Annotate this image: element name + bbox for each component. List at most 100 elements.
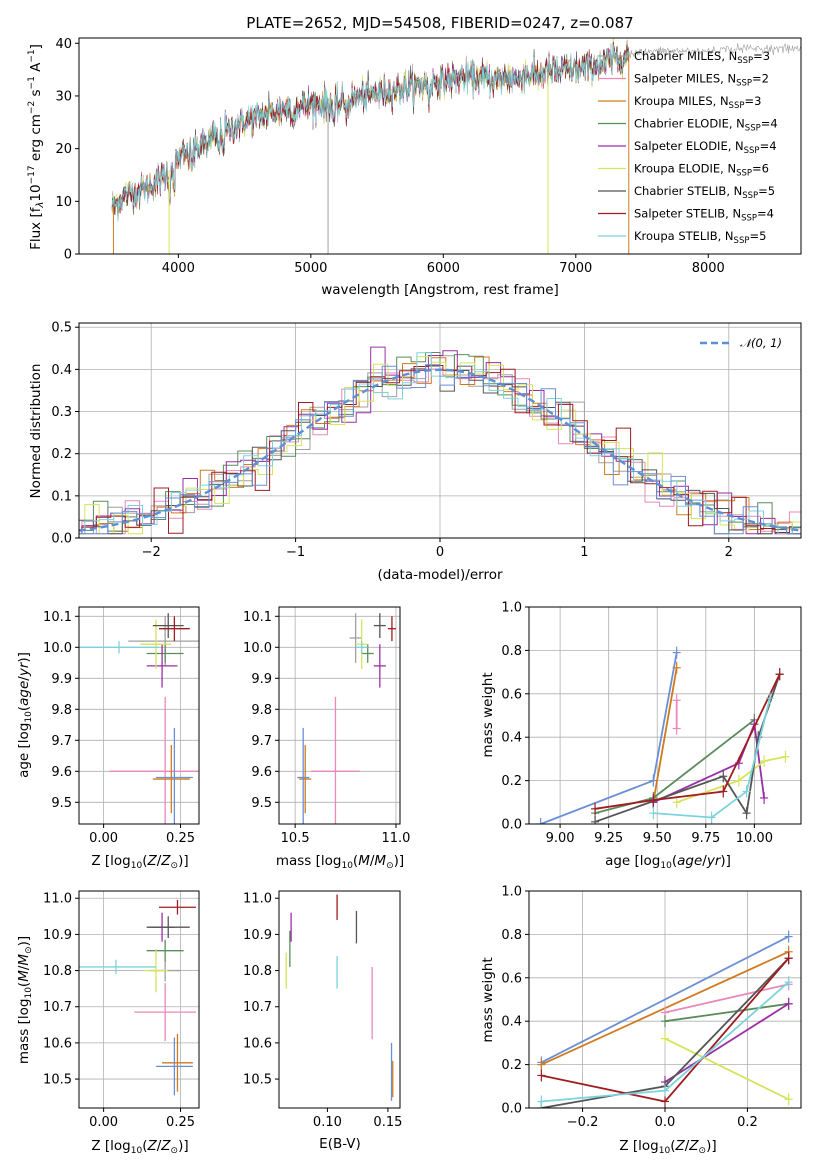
spectrum-ylabel: Flux [fλ10−17 erg cm−2 s−1 A−1] xyxy=(27,44,46,250)
age-vs-Z-ytick-label-0: 9.5 xyxy=(51,796,72,811)
massweight-vs-Z-series-2 xyxy=(664,983,789,1014)
age-vs-mass-xlabel: mass [log10(M/M⊙)] xyxy=(276,853,404,871)
mass-vs-ebv-ytick-label-4: 10.9 xyxy=(243,928,272,943)
age-vs-mass-ytick-label-2: 9.7 xyxy=(251,734,272,749)
mass-vs-Z-ytick-label-0: 10.5 xyxy=(43,1073,72,1088)
mass-vs-ebv-ytick-label-0: 10.5 xyxy=(243,1073,272,1088)
spectrum-legend-label-7: Salpeter STELIB, NSSP=4 xyxy=(634,207,774,224)
residuals-xtick-label-2: 0 xyxy=(436,545,444,560)
spectrum-series-2 xyxy=(111,39,630,216)
massweight-vs-age-xtick-label-3: 9.75 xyxy=(691,831,720,846)
spectrum-series-5 xyxy=(111,38,629,219)
spectrum-panel: PLATE=2652, MJD=54508, FIBERID=0247, z=0… xyxy=(27,14,802,298)
age-vs-Z-ytick-label-2: 9.7 xyxy=(51,734,72,749)
age-vs-Z-ytick-label-4: 9.9 xyxy=(51,672,72,687)
age-vs-Z-ylabel: age [log10(age/yr)] xyxy=(16,652,34,778)
mass-vs-ebv-ytick-label-5: 11.0 xyxy=(243,892,272,907)
massweight-vs-age-series-8 xyxy=(653,697,771,819)
residuals-plot-area xyxy=(79,346,801,535)
spectrum-xlabel: wavelength [Angstrom, rest frame] xyxy=(321,282,559,298)
massweight-vs-age-series-7 xyxy=(594,673,781,810)
mass-vs-Z-panel: Z [log10(Z/Z⊙)] mass [log10(M/M⊙)] 0.00 0… xyxy=(16,890,200,1156)
massweight-vs-Z-ytick-label-2: 0.4 xyxy=(501,1015,522,1030)
massweight-vs-Z-series-5 xyxy=(664,1037,789,1101)
age-vs-Z-ytick-label-6: 10.1 xyxy=(43,610,72,625)
spectrum-series-tail xyxy=(628,42,801,59)
mass-vs-Z-axes-frame xyxy=(78,890,200,1109)
massweight-vs-Z-panel: Z [log10(Z/Z⊙)] mass weight −0.2 0.0 0.2 0.… xyxy=(480,885,802,1156)
residuals-legend-label: 𝒩(0, 1) xyxy=(740,336,782,350)
mass-vs-Z-ytick-label-4: 10.9 xyxy=(43,928,72,943)
residuals-panel: (data-model)/error Normed distribution −… xyxy=(28,321,802,583)
spectrum-series-7 xyxy=(111,42,630,220)
massweight-vs-Z-series-0 xyxy=(540,935,790,1064)
age-vs-mass-xtick-label-0: 10.5 xyxy=(281,831,310,846)
age-vs-Z-plot-area xyxy=(79,613,199,824)
residuals-xtick-label-1: −1 xyxy=(286,545,305,560)
residuals-ytick-label-5: 0.5 xyxy=(51,321,72,336)
massweight-vs-Z-ytick-label-4: 0.8 xyxy=(501,928,522,943)
mass-vs-Z-ytick-label-1: 10.6 xyxy=(43,1036,72,1051)
residuals-ytick-label-0: 0.0 xyxy=(51,532,72,547)
mass-vs-Z-ytick-label-3: 10.8 xyxy=(43,964,72,979)
massweight-vs-Z-series-3 xyxy=(664,1002,789,1023)
spectrum-ytick-label-4: 40 xyxy=(55,37,72,52)
massweight-vs-age-ytick-label-4: 0.8 xyxy=(501,644,522,659)
age-vs-mass-ytick-label-0: 9.5 xyxy=(251,796,272,811)
spectrum-xtick-label-0: 4000 xyxy=(162,261,195,276)
massweight-vs-age-xtick-label-4: 10.00 xyxy=(736,831,773,846)
residuals-hist-9 xyxy=(79,364,801,535)
age-vs-mass-ytick-label-6: 10.1 xyxy=(243,610,272,625)
mass-vs-Z-ytick-label-2: 10.7 xyxy=(43,1000,72,1015)
age-vs-Z-ytick-label-5: 10.0 xyxy=(43,641,72,656)
age-vs-Z-ytick-label-1: 9.6 xyxy=(51,765,72,780)
age-vs-mass-xtick-label-1: 11.0 xyxy=(381,831,410,846)
spectrum-xtick-label-3: 7000 xyxy=(559,261,592,276)
spectrum-xtick-label-1: 5000 xyxy=(294,261,327,276)
age-vs-mass-ytick-label-4: 9.9 xyxy=(251,672,272,687)
spectrum-series-8 xyxy=(111,44,630,222)
massweight-vs-age-ytick-label-3: 0.6 xyxy=(501,687,522,702)
age-vs-Z-xlabel: Z [log10(Z/Z⊙)] xyxy=(91,853,188,871)
massweight-vs-age-xtick-label-0: 9.00 xyxy=(546,831,575,846)
massweight-vs-age-series-6 xyxy=(594,674,781,823)
mass-vs-ebv-panel: E(B-V) 0.10 0.15 10.5 10.6 10.7 10.8 10.9 11.0 xyxy=(243,890,402,1152)
residuals-ytick-label-4: 0.4 xyxy=(51,363,72,378)
age-vs-mass-panel: mass [log10(M/M⊙)] 10.5 11.0 9.5 9.6 9.7 9.8 9… xyxy=(243,606,410,871)
massweight-vs-age-ylabel: mass weight xyxy=(480,672,496,757)
mass-vs-Z-ylabel: mass [log10(M/M⊙)] xyxy=(16,936,34,1064)
massweight-vs-age-xlabel: age [log10(age/yr)] xyxy=(605,853,731,871)
massweight-vs-age-ytick-label-1: 0.2 xyxy=(501,774,522,789)
massweight-vs-Z-xtick-label-0: −0.2 xyxy=(567,1115,599,1130)
massweight-vs-age-ytick-label-5: 1.0 xyxy=(501,601,522,616)
residuals-ytick-label-3: 0.3 xyxy=(51,405,72,420)
age-vs-Z-xtick-label-0: 0.00 xyxy=(89,831,118,846)
residuals-xlabel: (data-model)/error xyxy=(377,567,503,583)
age-vs-Z-xtick-label-1: 0.25 xyxy=(166,831,195,846)
mass-vs-ebv-xtick-label-1: 0.15 xyxy=(373,1115,402,1130)
massweight-vs-age-ytick-label-2: 0.4 xyxy=(501,731,522,746)
spectrum-legend-label-0: Chabrier MILES, NSSP=3 xyxy=(634,49,770,66)
residuals-normal-curve xyxy=(79,368,801,532)
spectrum-title: PLATE=2652, MJD=54508, FIBERID=0247, z=0… xyxy=(246,14,633,32)
massweight-vs-Z-ytick-label-5: 1.0 xyxy=(501,885,522,900)
spectrum-ytick-label-2: 20 xyxy=(55,142,72,157)
spectrum-legend-label-8: Kroupa STELIB, NSSP=5 xyxy=(634,229,766,246)
massweight-vs-age-ytick-label-0: 0.0 xyxy=(501,818,522,833)
spectrum-axes-frame xyxy=(78,37,802,255)
spectrum-xtick-label-4: 8000 xyxy=(692,261,725,276)
spectrum-legend: Chabrier MILES, NSSP=3 Salpeter MILES, NS… xyxy=(598,49,778,246)
mass-vs-ebv-axes-frame xyxy=(278,890,401,1109)
residuals-xtick-label-3: 1 xyxy=(580,545,588,560)
spectrum-legend-label-6: Chabrier STELIB, NSSP=5 xyxy=(634,184,775,201)
spectrum-xtick-label-2: 6000 xyxy=(427,261,460,276)
residuals-legend: 𝒩(0, 1) xyxy=(700,336,782,350)
massweight-vs-Z-xlabel: Z [log10(Z/Z⊙)] xyxy=(619,1138,716,1156)
mass-vs-Z-plot-area xyxy=(79,900,196,1096)
mass-vs-ebv-xtick-label-0: 0.10 xyxy=(313,1115,342,1130)
mass-vs-Z-xtick-label-1: 0.25 xyxy=(166,1115,195,1130)
spectrum-plot-area xyxy=(111,38,801,254)
mass-vs-ebv-plot-area xyxy=(285,894,394,1101)
age-vs-mass-ytick-label-1: 9.6 xyxy=(251,765,272,780)
